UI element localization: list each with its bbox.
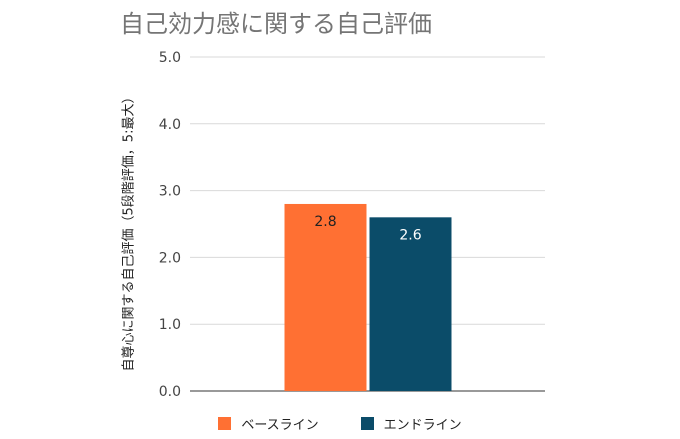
legend-swatch-baseline <box>218 417 232 430</box>
data-label-baseline: 2.8 <box>314 214 336 230</box>
chart-title: 自己効力感に関する自己評価 <box>120 10 432 38</box>
legend-item-baseline[interactable]: ベースライン <box>218 414 319 433</box>
y-tick-label-1: 1.0 <box>159 317 181 333</box>
chart-legend: ベースライン エンドライン <box>0 414 680 433</box>
legend-item-endline[interactable]: エンドライン <box>360 414 462 433</box>
y-tick-label-5: 5.0 <box>159 50 181 66</box>
y-tick-label-4: 4.0 <box>159 117 181 133</box>
data-label-endline: 2.6 <box>399 227 421 243</box>
legend-label-endline: エンドライン <box>383 418 462 433</box>
bar-baseline <box>284 203 367 391</box>
y-tick-label-0: 0.0 <box>159 384 181 400</box>
y-tick-label-2: 2.0 <box>159 250 181 266</box>
bar-endline <box>369 217 452 391</box>
legend-swatch-endline <box>360 417 374 430</box>
y-tick-label-3: 3.0 <box>159 184 181 200</box>
legend-label-baseline: ベースライン <box>241 418 319 433</box>
